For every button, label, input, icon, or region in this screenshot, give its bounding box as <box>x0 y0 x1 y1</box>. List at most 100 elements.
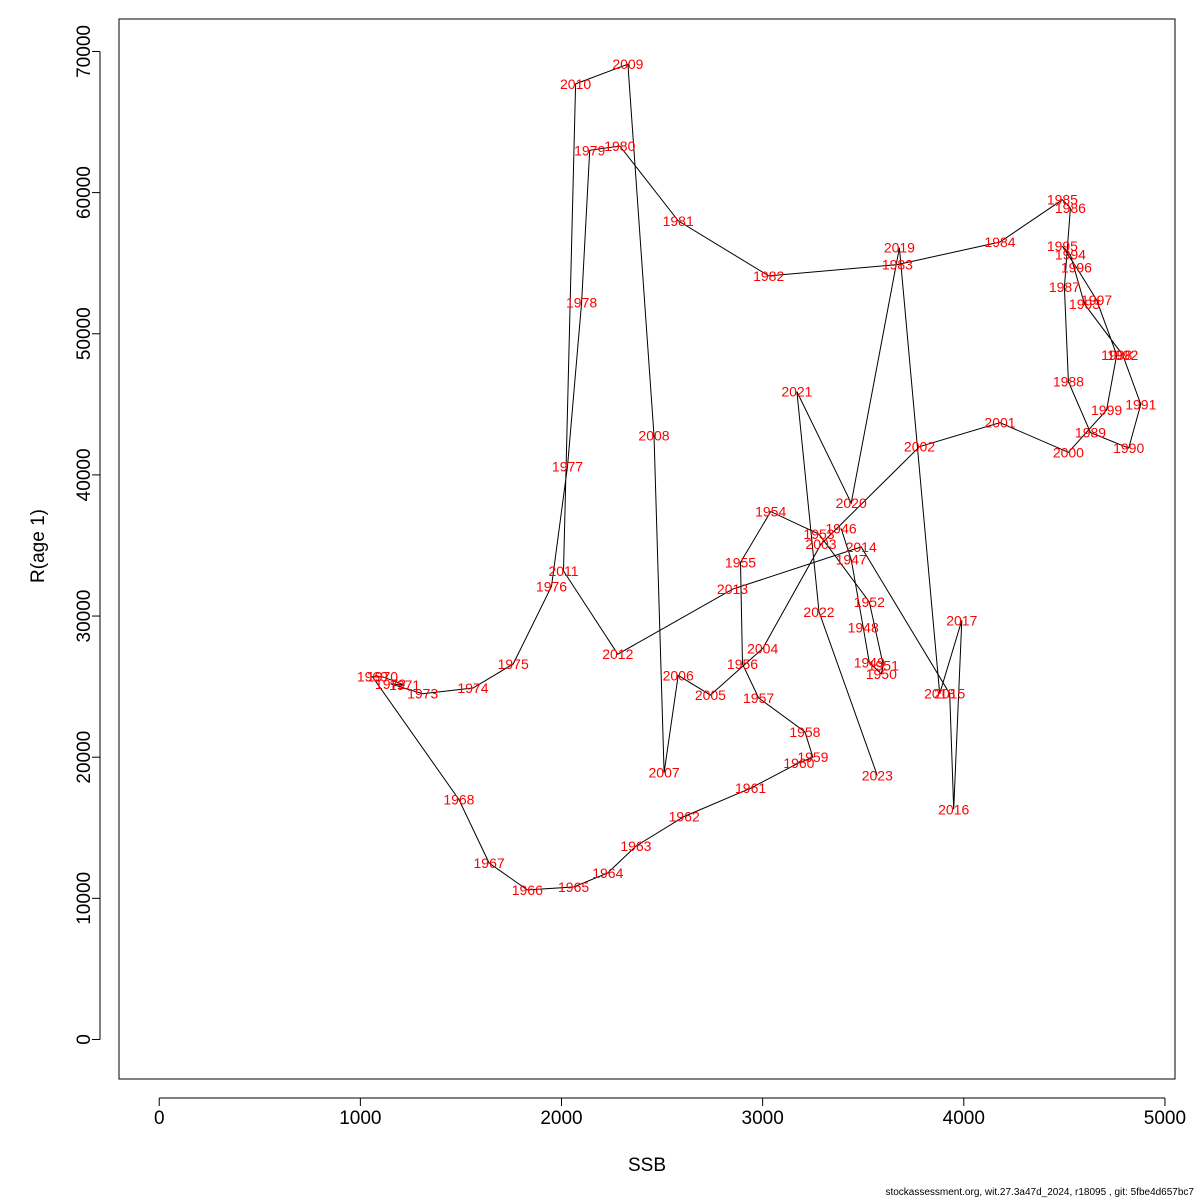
year-label-2000: 2000 <box>1053 444 1084 460</box>
year-label-1992: 1992 <box>1107 347 1138 363</box>
year-label-1996: 1996 <box>1061 259 1092 275</box>
year-label-2017: 2017 <box>946 612 977 628</box>
year-label-2014: 2014 <box>846 539 877 555</box>
year-label-1958: 1958 <box>789 724 820 740</box>
year-label-1982: 1982 <box>753 268 784 284</box>
year-label-2012: 2012 <box>602 646 633 662</box>
x-tick-label: 2000 <box>540 1108 582 1129</box>
year-label-1948: 1948 <box>848 619 879 635</box>
plot-frame <box>118 18 1176 1080</box>
year-label-1989: 1989 <box>1075 425 1106 441</box>
year-label-1973: 1973 <box>407 686 438 702</box>
year-label-1993: 1993 <box>1069 296 1100 312</box>
year-label-1951: 1951 <box>868 657 899 673</box>
y-axis-label: R(age 1) <box>28 509 49 583</box>
x-tick-label: 4000 <box>943 1108 985 1129</box>
year-label-2022: 2022 <box>803 604 834 620</box>
year-label-1981: 1981 <box>663 213 694 229</box>
year-label-1997: 1997 <box>1081 292 1112 308</box>
year-label-1999: 1999 <box>1091 402 1122 418</box>
year-label-1967: 1967 <box>474 855 505 871</box>
y-axis: 0 10000 20000 30000 40000 50000 60000 70000 <box>74 25 101 1045</box>
year-label-2015: 2015 <box>934 686 965 702</box>
x-tick-label: 3000 <box>742 1108 784 1129</box>
year-label-2007: 2007 <box>649 765 680 781</box>
year-label-1991: 1991 <box>1125 396 1156 412</box>
year-label-2002: 2002 <box>904 439 935 455</box>
year-label-1990: 1990 <box>1113 440 1144 456</box>
year-label-2008: 2008 <box>638 427 669 443</box>
year-label-1950: 1950 <box>866 666 897 682</box>
year-label-1977: 1977 <box>552 458 583 474</box>
x-axis-label: SSB <box>628 1155 666 1176</box>
year-label-1969: 1969 <box>357 669 388 685</box>
y-tick-label: 30000 <box>74 590 95 643</box>
year-label-1964: 1964 <box>592 865 623 881</box>
year-label-1953: 1953 <box>803 526 834 542</box>
year-label-1952: 1952 <box>854 594 885 610</box>
year-label-2013: 2013 <box>717 581 748 597</box>
x-tick-label: 0 <box>154 1108 165 1129</box>
year-label-2011: 2011 <box>548 563 578 579</box>
year-label-2016: 2016 <box>938 801 969 817</box>
x-tick-label: 5000 <box>1144 1108 1186 1129</box>
year-label-1974: 1974 <box>457 680 488 696</box>
year-label-1966: 1966 <box>512 882 543 898</box>
x-axis: 0 1000 2000 3000 4000 5000 <box>154 1097 1186 1129</box>
year-label-1976: 1976 <box>536 578 567 594</box>
year-label-1949: 1949 <box>854 655 885 671</box>
year-label-2003: 2003 <box>805 536 836 552</box>
year-label-1970: 1970 <box>367 669 398 685</box>
y-tick-label: 60000 <box>74 166 95 219</box>
year-label-1962: 1962 <box>669 809 700 825</box>
year-label-1983: 1983 <box>882 257 913 273</box>
year-label-2023: 2023 <box>862 768 893 784</box>
year-label-2010: 2010 <box>560 76 591 92</box>
y-tick-label: 50000 <box>74 307 95 360</box>
year-label-1956: 1956 <box>727 656 758 672</box>
year-label-1998: 1998 <box>1101 347 1132 363</box>
y-tick-label: 70000 <box>74 25 95 78</box>
year-label-1955: 1955 <box>725 554 756 570</box>
year-label-1954: 1954 <box>755 504 786 520</box>
year-label-1957: 1957 <box>743 690 774 706</box>
year-label-2020: 2020 <box>836 495 867 511</box>
year-label-1985: 1985 <box>1047 192 1078 208</box>
year-label-2001: 2001 <box>984 415 1015 431</box>
year-label-1972: 1972 <box>375 676 406 692</box>
year-label-2018: 2018 <box>924 686 955 702</box>
y-tick-label: 40000 <box>74 448 95 501</box>
year-label-1980: 1980 <box>604 138 635 154</box>
year-label-2005: 2005 <box>695 687 726 703</box>
year-label-2021: 2021 <box>781 384 812 400</box>
year-label-1963: 1963 <box>620 838 651 854</box>
year-label-1965: 1965 <box>558 879 589 895</box>
year-label-1946: 1946 <box>826 521 857 537</box>
year-label-1971: 1971 <box>389 677 420 693</box>
year-label-2006: 2006 <box>663 667 694 683</box>
year-label-1947: 1947 <box>836 552 867 568</box>
year-label-1987: 1987 <box>1049 279 1080 295</box>
year-label-1984: 1984 <box>984 234 1015 250</box>
year-label-1979: 1979 <box>574 142 605 158</box>
year-label-1994: 1994 <box>1055 247 1086 263</box>
footer-note: stockassessment.org, wit.27.3a47d_2024, … <box>885 1187 1194 1198</box>
year-label-1995: 1995 <box>1047 238 1078 254</box>
year-label-1975: 1975 <box>498 656 529 672</box>
year-label-1960: 1960 <box>783 755 814 771</box>
year-label-1988: 1988 <box>1053 374 1084 390</box>
y-tick-label: 20000 <box>74 731 95 784</box>
y-tick-label: 10000 <box>74 872 95 925</box>
x-tick-label: 1000 <box>339 1108 381 1129</box>
year-label-1959: 1959 <box>797 749 828 765</box>
y-tick-label: 0 <box>74 1034 95 1045</box>
year-label-1961: 1961 <box>735 780 766 796</box>
year-label-2019: 2019 <box>884 240 915 256</box>
year-label-1986: 1986 <box>1055 200 1086 216</box>
year-label-2004: 2004 <box>747 641 778 657</box>
stock-recruit-trajectory <box>371 63 1142 891</box>
year-label-1968: 1968 <box>443 792 474 808</box>
year-label-1978: 1978 <box>566 295 597 311</box>
